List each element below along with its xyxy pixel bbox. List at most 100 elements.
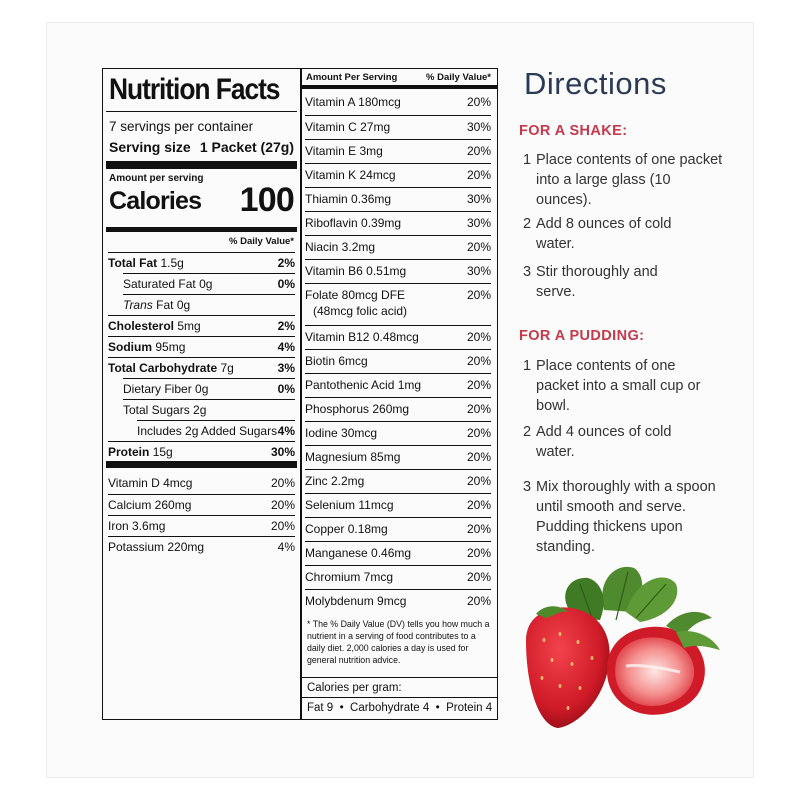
nutrition-facts-title: Nutrition Facts xyxy=(109,73,280,106)
vitamin-dv: 20% xyxy=(466,330,491,344)
nutrient-amount: 5mg xyxy=(177,319,201,333)
nutrient-dv: 2% xyxy=(277,319,295,333)
nutrient-row-total-carbohydrate: Total Carbohydrate 7g 3% xyxy=(108,357,295,378)
divider xyxy=(302,697,497,698)
shake-heading: FOR A SHAKE: xyxy=(519,123,628,139)
footnote: * The % Daily Value (DV) tells you how m… xyxy=(307,619,490,665)
shake-step: 2 Add 8 ounces of cold water. xyxy=(523,214,693,254)
nutrient-row-cholesterol: Cholesterol 5mg 2% xyxy=(108,315,295,336)
vitamin-row: Molybdenum 9mcg 20% xyxy=(305,589,491,614)
nutrient-row-dietary-fiber: Dietary Fiber 0g 0% xyxy=(123,378,295,399)
vitamin-dv: 20% xyxy=(466,498,491,512)
vitamin-dv: 20% xyxy=(466,522,491,536)
directions-title: Directions xyxy=(524,66,667,101)
vitamin-label: Folate 80mcg DFE xyxy=(305,288,406,302)
vitamin-label: Vitamin K 24mcg xyxy=(305,168,396,182)
step-number: 2 xyxy=(523,424,532,440)
step-text: Add 4 ounces of cold water. xyxy=(536,424,672,460)
vitamin-dv: 20% xyxy=(466,144,491,158)
vitamin-label: Copper 0.18mg xyxy=(305,522,388,536)
nutrient-row-sodium: Sodium 95mg 4% xyxy=(108,336,295,357)
mineral-dv: 20% xyxy=(270,476,295,490)
vitamin-label: Chromium 7mcg xyxy=(305,570,394,584)
mineral-dv: 20% xyxy=(270,519,295,533)
nutrition-facts-panel: Nutrition Facts 7 servings per container… xyxy=(102,68,301,720)
nutrient-dv: 0% xyxy=(277,277,295,291)
vitamin-label: Niacin 3.2mg xyxy=(305,240,376,254)
pudding-step: 3 Mix thoroughly with a spoon until smoot… xyxy=(523,477,718,557)
thick-divider xyxy=(106,461,297,468)
calories-per-gram: Fat 9 • Carbohydrate 4 • Protein 4 xyxy=(307,702,493,714)
vitamin-label: Vitamin B6 0.51mg xyxy=(305,264,407,278)
vitamin-label: Selenium 11mcg xyxy=(305,498,394,512)
step-number: 1 xyxy=(523,358,532,374)
nutrient-amount: 95mg xyxy=(155,340,186,354)
divider xyxy=(106,111,297,112)
vitamin-row: Phosphorus 260mg 20% xyxy=(305,397,491,422)
vitamin-dv: 20% xyxy=(466,288,491,302)
vitamin-row: Vitamin K 24mcg 20% xyxy=(305,163,491,188)
vitamin-row: Vitamin C 27mg 30% xyxy=(305,115,491,140)
vitamin-dv: 20% xyxy=(466,354,491,368)
nutrient-label: Sodium xyxy=(108,340,152,354)
daily-value-header: % Daily Value* xyxy=(229,236,294,247)
vitamin-row: Zinc 2.2mg 20% xyxy=(305,469,491,494)
step-text: Stir thoroughly and serve. xyxy=(536,264,658,300)
nutrient-amount: 0g xyxy=(195,382,209,396)
daily-value-header: % Daily Value* xyxy=(426,72,491,83)
thick-divider xyxy=(302,85,497,89)
nutrient-dv: 3% xyxy=(277,361,295,375)
strawberry-half xyxy=(607,611,720,715)
mineral-label: Iron 3.6mg xyxy=(108,519,166,533)
vitamin-row: Iodine 30mcg 20% xyxy=(305,421,491,446)
vitamin-dv: 20% xyxy=(466,570,491,584)
vitamin-dv: 20% xyxy=(466,474,491,488)
vitamin-row: Vitamin A 180mcg 20% xyxy=(305,91,491,115)
nutrient-amount: 2g xyxy=(193,403,207,417)
vitamin-row: Copper 0.18mg 20% xyxy=(305,517,491,542)
mineral-row: Vitamin D 4mcg 20% xyxy=(108,473,295,493)
nutrient-amount: 15g xyxy=(152,445,173,459)
mineral-label: Vitamin D 4mcg xyxy=(108,476,193,490)
nutrient-dv: 4% xyxy=(277,424,295,438)
mineral-label: Potassium 220mg xyxy=(108,540,205,554)
divider xyxy=(302,677,497,678)
vitamin-dv: 30% xyxy=(466,264,491,278)
medium-divider xyxy=(106,227,297,232)
nutrient-dv: 30% xyxy=(270,445,295,459)
vitamin-label: Vitamin C 27mg xyxy=(305,120,391,134)
vitamin-row: Vitamin E 3mg 20% xyxy=(305,139,491,164)
step-text: Place contents of one packet into a larg… xyxy=(536,152,723,208)
vitamin-dv: 20% xyxy=(466,594,491,608)
nutrient-dv: 0% xyxy=(277,382,295,396)
nutrient-amount: Fat 0g xyxy=(156,298,191,312)
calories-per-gram-label: Calories per gram: xyxy=(307,682,402,694)
vitamin-row: Chromium 7mcg 20% xyxy=(305,565,491,590)
vitamin-row: Manganese 0.46mg 20% xyxy=(305,541,491,566)
vitamin-row: Thiamin 0.36mg 30% xyxy=(305,187,491,212)
nutrient-row-total-fat: Total Fat 1.5g 2% xyxy=(108,252,295,273)
step-number: 3 xyxy=(523,479,532,495)
nutrient-label: Saturated Fat xyxy=(123,277,196,291)
vitamin-label-detail: (48mcg folic acid) xyxy=(313,304,408,318)
vitamin-label: Vitamin B12 0.48mcg xyxy=(305,330,419,344)
vitamin-dv: 30% xyxy=(466,216,491,230)
nutrient-amount: 0g xyxy=(199,277,213,291)
vitamin-dv: 30% xyxy=(466,192,491,206)
nutrient-row-trans-fat: Trans Fat 0g xyxy=(123,294,295,315)
thick-divider xyxy=(106,161,297,169)
nutrient-label: Protein xyxy=(108,445,150,459)
vitamin-label: Magnesium 85mg xyxy=(305,450,401,464)
vitamin-dv: 20% xyxy=(466,402,491,416)
vitamin-row: Folate 80mcg DFE (48mcg folic acid) 20% xyxy=(305,283,491,326)
nutrient-label: Includes 2g Added Sugars xyxy=(137,424,278,438)
calories-label: Calories xyxy=(109,187,202,215)
shake-step: 1 Place contents of one packet into a lar… xyxy=(523,150,723,210)
vitamin-row: Vitamin B6 0.51mg 30% xyxy=(305,259,491,284)
mineral-row: Iron 3.6mg 20% xyxy=(108,515,295,536)
step-text: Mix thoroughly with a spoon until smooth… xyxy=(536,479,716,555)
vitamin-row: Niacin 3.2mg 20% xyxy=(305,235,491,260)
nutrient-label: Dietary Fiber xyxy=(123,382,192,396)
vitamin-label: Thiamin 0.36mg xyxy=(305,192,392,206)
nutrient-row-total-sugars: Total Sugars 2g xyxy=(123,399,295,420)
